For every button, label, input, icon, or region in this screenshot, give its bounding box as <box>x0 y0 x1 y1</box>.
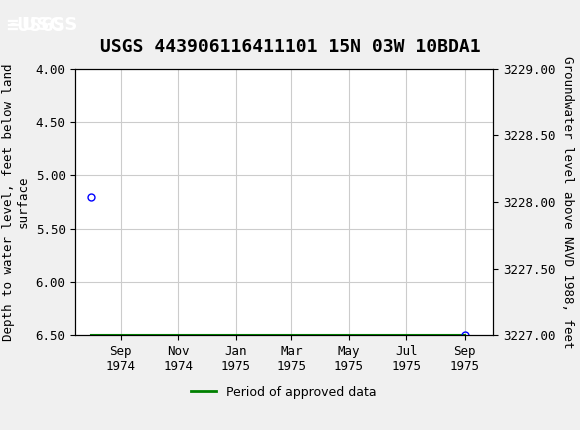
Y-axis label: Depth to water level, feet below land
surface: Depth to water level, feet below land su… <box>2 63 30 341</box>
Text: ≡USGS: ≡USGS <box>6 16 64 35</box>
Text: ~USGS: ~USGS <box>7 16 77 34</box>
Text: USGS 443906116411101 15N 03W 10BDA1: USGS 443906116411101 15N 03W 10BDA1 <box>100 38 480 56</box>
Y-axis label: Groundwater level above NAVD 1988, feet: Groundwater level above NAVD 1988, feet <box>561 56 574 348</box>
Legend: Period of approved data: Period of approved data <box>186 381 382 404</box>
